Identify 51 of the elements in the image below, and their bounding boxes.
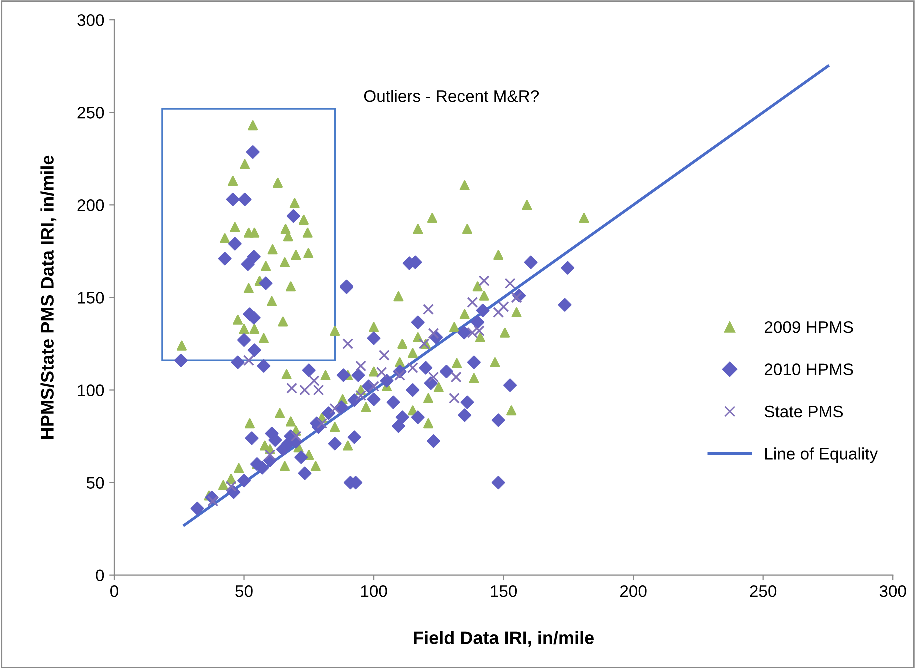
x-tick-label: 0: [110, 586, 118, 598]
point: [378, 350, 390, 361]
x-axis-title: Field Data IRI, in/mile: [414, 631, 594, 648]
legend-label: State PMS: [764, 406, 844, 418]
annotation: Outliers - Recent M&R?: [364, 90, 540, 102]
y-axis-title: HPMS/State PMS Data IRI, in/mile: [40, 156, 57, 439]
y-tick-label: 0: [96, 570, 104, 582]
point: [316, 418, 328, 430]
point: [428, 328, 440, 340]
point: [226, 481, 237, 492]
point: [286, 382, 298, 394]
y-tick-label: 250: [78, 107, 104, 119]
x-tick-label: 300: [880, 586, 906, 598]
point: [330, 403, 341, 414]
point: [368, 381, 380, 392]
point: [394, 370, 406, 381]
y-tick-label: 300: [78, 14, 104, 26]
point: [300, 384, 310, 396]
x-tick-label: 50: [236, 586, 253, 598]
point: [493, 307, 504, 318]
point: [376, 366, 388, 378]
x-tick-label: 250: [750, 586, 777, 598]
point: [308, 376, 320, 386]
point: [407, 362, 418, 374]
point: [504, 278, 516, 290]
legend-label: Line of Equality: [766, 448, 878, 464]
point: [423, 304, 434, 316]
point: [356, 390, 367, 402]
point: [243, 355, 254, 366]
point: [264, 450, 276, 461]
legend-label: 2009 HPMS: [764, 321, 854, 334]
point: [467, 297, 478, 308]
legend-label: 2010 HPMS: [764, 364, 854, 376]
point: [313, 384, 324, 396]
point: [478, 276, 490, 287]
point: [208, 496, 219, 507]
x-tick-label: 200: [620, 586, 647, 598]
point: [448, 392, 460, 404]
point: [450, 372, 462, 383]
point: [428, 372, 440, 383]
point: [356, 360, 367, 372]
y-tick-label: 150: [78, 292, 104, 304]
y-tick-label: 100: [78, 384, 104, 396]
point: [511, 292, 522, 304]
x-tick-label: 100: [361, 586, 388, 598]
point: [342, 338, 354, 350]
point: [498, 301, 510, 312]
y-tick-label: 50: [86, 477, 104, 489]
y-tick-label: 200: [78, 200, 104, 212]
x-tick-label: 150: [491, 586, 518, 598]
point: [290, 431, 302, 442]
